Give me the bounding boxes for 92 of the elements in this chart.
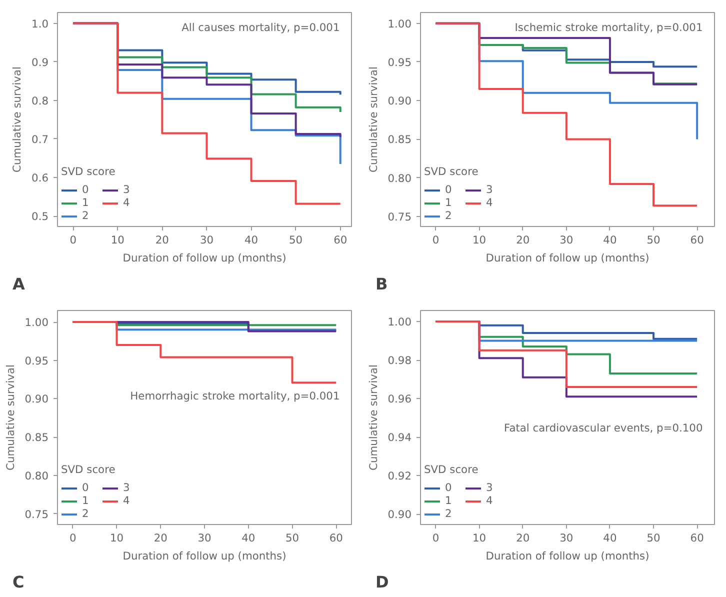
legend-label: 0 [82, 183, 90, 196]
legend-label: 3 [486, 481, 494, 494]
legend-label: 2 [82, 507, 90, 520]
y-tick-label: 0.98 [388, 354, 412, 368]
x-tick-label: 30 [560, 234, 574, 246]
x-axis-title: Duration of follow up (months) [486, 550, 650, 562]
x-tick-label: 30 [198, 532, 212, 544]
y-tick-label: 1.00 [388, 17, 412, 30]
y-tick-label: 0.8 [32, 94, 49, 108]
y-tick-label: 1.00 [24, 316, 49, 330]
legend-title: SVD score [61, 463, 116, 476]
x-tick-label: 50 [285, 532, 300, 544]
y-tick-label: 0.94 [388, 431, 412, 444]
x-tick-label: 10 [472, 532, 486, 544]
legend-label: 3 [486, 183, 494, 196]
legend-label: 3 [123, 481, 131, 494]
legend-label: 4 [486, 494, 494, 507]
legend-label: 1 [82, 494, 90, 507]
y-tick-label: 0.92 [388, 470, 412, 483]
y-tick-label: 0.6 [32, 172, 49, 185]
x-tick-label: 50 [646, 532, 661, 544]
y-tick-label: 0.75 [24, 508, 49, 521]
x-tick-label: 40 [244, 234, 258, 246]
x-axis-title: Duration of follow up (months) [122, 252, 286, 264]
y-tick-label: 0.95 [24, 354, 49, 368]
legend-label: 0 [445, 183, 453, 196]
y-tick-label: 0.95 [388, 56, 412, 69]
x-tick-label: 10 [110, 532, 124, 544]
legend-label: 0 [445, 481, 453, 494]
annotation: All causes mortality, p=0.001 [182, 20, 340, 34]
x-tick-label: 20 [154, 532, 168, 544]
legend-label: 4 [123, 494, 131, 507]
x-tick-label: 60 [329, 532, 344, 544]
x-tick-label: 30 [200, 234, 214, 246]
text: A [12, 274, 26, 294]
x-tick-label: 0 [70, 234, 77, 246]
legend-title: SVD score [424, 463, 480, 476]
annotation: Ischemic stroke mortality, p=0.001 [514, 20, 703, 34]
y-tick-label: 0.5 [32, 210, 49, 224]
legend-label: 3 [123, 183, 131, 196]
legend-label: 2 [445, 507, 453, 520]
y-tick-label: 0.90 [24, 392, 49, 406]
x-tick-label: 20 [155, 234, 170, 246]
x-tick-label: 60 [690, 532, 704, 544]
legend-label: 1 [445, 196, 453, 209]
x-tick-label: 60 [334, 234, 348, 246]
y-tick-label: 0.80 [388, 172, 412, 185]
y-tick-label: 0.7 [32, 132, 49, 146]
y-tick-label: 0.90 [388, 94, 412, 108]
x-tick-label: 10 [472, 234, 486, 246]
legend-label: 4 [486, 196, 494, 209]
x-tick-label: 0 [432, 532, 440, 544]
legend-title: SVD score [61, 165, 116, 178]
y-axis-title: Cumulative survival [4, 364, 17, 470]
y-axis-title: Cumulative survival [10, 66, 24, 172]
text: B [376, 274, 388, 294]
y-tick-label: 0.80 [24, 469, 49, 482]
legend-label: 1 [82, 196, 90, 209]
x-axis-title: Duration of follow up (months) [486, 252, 650, 264]
x-tick-label: 60 [690, 234, 704, 246]
x-tick-label: 50 [646, 234, 661, 246]
x-tick-label: 0 [432, 234, 440, 246]
x-tick-label: 40 [603, 532, 617, 544]
legend-label: 2 [445, 209, 453, 222]
x-tick-label: 40 [603, 234, 617, 246]
y-tick-label: 0.85 [388, 133, 412, 146]
x-axis-title: Duration of follow up (months) [122, 550, 286, 562]
x-tick-label: 30 [560, 532, 574, 544]
y-tick-label: 0.85 [24, 431, 49, 444]
annotation: Fatal cardiovascular events, p=0.100 [504, 422, 703, 435]
x-tick-label: 20 [516, 234, 530, 246]
text: C [12, 572, 24, 592]
legend-label: 4 [123, 196, 131, 209]
legend-label: 1 [445, 494, 453, 507]
y-tick-label: 1.00 [388, 315, 412, 328]
x-tick-label: 20 [516, 532, 530, 544]
y-axis-title: Cumulative survival [366, 66, 380, 172]
x-tick-label: 50 [289, 234, 303, 246]
y-tick-label: 0.90 [388, 508, 412, 522]
y-axis-title: Cumulative survival [366, 364, 380, 470]
legend-label: 2 [82, 209, 90, 222]
annotation: Hemorrhagic stroke mortality, p=0.001 [130, 390, 340, 403]
x-tick-label: 10 [110, 234, 125, 246]
y-tick-label: 0.9 [32, 56, 49, 69]
text: D [376, 572, 389, 592]
legend-title: SVD score [424, 165, 480, 178]
x-tick-label: 0 [69, 532, 76, 544]
legend-label: 0 [82, 481, 90, 494]
y-tick-label: 1.0 [32, 17, 49, 30]
y-tick-label: 0.96 [388, 392, 412, 406]
x-tick-label: 40 [242, 532, 256, 544]
y-tick-label: 0.75 [388, 210, 412, 224]
